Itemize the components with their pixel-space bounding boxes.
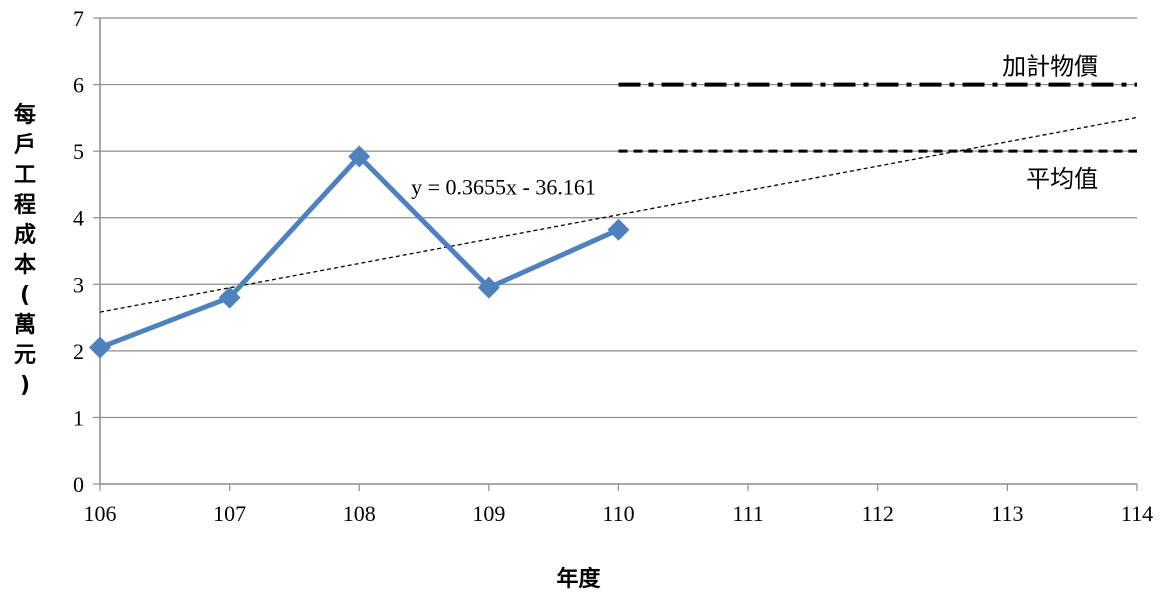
y-axis-label-char: 萬	[14, 313, 36, 338]
x-tick-label: 111	[732, 501, 763, 526]
y-axis-label-char: 程	[14, 193, 36, 218]
y-axis-label-char: 成	[14, 223, 36, 248]
y-axis-label-char: 本	[14, 253, 36, 278]
y-tick-label: 4	[73, 206, 84, 231]
grid-layer	[100, 17, 1137, 419]
reference-line-label-price-adjusted: 加計物價	[1002, 53, 1098, 81]
data-point-marker	[477, 276, 500, 299]
x-axis-label: 年度	[556, 566, 601, 592]
y-axis-label-char: )	[20, 373, 30, 398]
x-tick-label: 108	[343, 501, 376, 526]
data-point-marker	[348, 145, 371, 168]
x-tick-label: 114	[1121, 501, 1153, 526]
label-layer: y = 0.3655x - 36.161 加計物價 平均值 年度	[411, 53, 1098, 592]
data-point-marker	[607, 218, 630, 241]
x-tick-label: 106	[84, 501, 117, 526]
x-tick-label: 113	[991, 501, 1023, 526]
y-tick-label: 3	[73, 272, 84, 297]
y-tick-label: 5	[73, 139, 84, 164]
x-tick-label: 110	[602, 501, 634, 526]
y-axis-label-char: 工	[14, 163, 36, 188]
y-axis-label-char: 每	[14, 102, 36, 128]
axis-layer: 0 1 2 3 4 5 6 7 106 107 108 109 110 111 112 113 114	[73, 6, 1153, 526]
reference-line-label-average: 平均值	[1026, 165, 1098, 193]
x-tick-label: 107	[213, 501, 246, 526]
trendline-layer	[99, 116, 1138, 313]
y-axis-label-char: 戶	[14, 133, 36, 158]
y-axis-label-char: (	[20, 283, 30, 308]
y-tick-label: 1	[73, 405, 84, 430]
data-point-marker	[89, 336, 111, 359]
data-point-marker	[218, 286, 241, 309]
y-tick-label: 6	[73, 73, 84, 98]
x-tick-label: 109	[472, 501, 505, 526]
y-tick-label: 7	[73, 6, 84, 31]
trendline	[99, 116, 1138, 313]
y-tick-label: 2	[73, 339, 84, 364]
series-layer	[89, 145, 630, 359]
trendline-equation: y = 0.3655x - 36.161	[411, 174, 596, 199]
reference-lines	[618, 82, 1137, 153]
y-axis-label-char: 元	[14, 343, 36, 368]
x-tick-label: 112	[862, 501, 894, 526]
y-tick-label: 0	[73, 472, 84, 497]
